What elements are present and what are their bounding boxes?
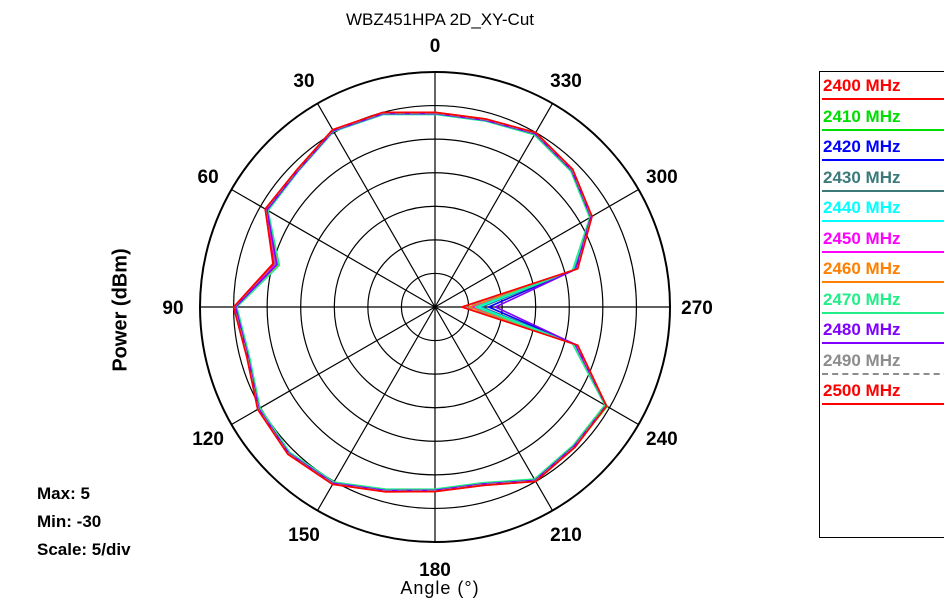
series-line	[232, 111, 608, 493]
angle-tick-label: 270	[681, 298, 713, 319]
x-axis-label: Angle (°)	[400, 578, 480, 598]
legend-swatch	[822, 250, 944, 253]
grid-spoke	[316, 103, 436, 308]
angle-tick-label: 60	[198, 167, 219, 188]
legend-swatch	[822, 403, 944, 405]
grid-spoke	[434, 103, 554, 308]
angle-tick-label: 150	[288, 525, 320, 546]
legend-swatch	[822, 189, 944, 192]
grid-spoke	[434, 306, 554, 511]
legend-swatch	[822, 372, 944, 375]
grid-spoke	[434, 188, 639, 308]
series-line	[234, 112, 607, 493]
series-line	[234, 113, 607, 491]
angle-tick-label: 330	[550, 71, 582, 92]
series-line	[234, 112, 607, 492]
legend-swatch	[822, 342, 944, 344]
legend-swatch	[822, 281, 944, 283]
legend-label: 2500 MHz	[823, 381, 901, 400]
legend-label: 2440 MHz	[823, 198, 901, 217]
angle-tick-label: 180	[419, 560, 451, 581]
series-line	[235, 112, 608, 493]
series-line	[232, 111, 608, 493]
legend-item: 2460 MHz	[820, 255, 944, 286]
angle-tick-label: 300	[646, 167, 678, 188]
series-line	[236, 113, 606, 491]
legend-item: 2410 MHz	[820, 103, 944, 134]
grid-spoke	[231, 306, 436, 426]
series-line	[233, 112, 607, 493]
angle-tick-label: 0	[430, 36, 441, 57]
legend-label: 2400 MHz	[823, 76, 901, 95]
angle-tick-label: 210	[550, 525, 582, 546]
grid-spoke	[316, 306, 436, 511]
legend-label: 2410 MHz	[823, 106, 901, 126]
legend-item: 2450 MHz	[820, 225, 944, 256]
legend-item: 2440 MHz	[820, 194, 944, 225]
grid-spoke	[231, 188, 436, 308]
series-line	[234, 112, 608, 492]
legend-swatch	[822, 159, 944, 161]
legend-label: 2490 MHz	[823, 350, 901, 370]
angle-tick-label: 240	[646, 429, 678, 450]
legend-item: 2490 MHz	[820, 347, 944, 378]
scale-stat: Scale: 5/div	[37, 540, 131, 559]
grid-spoke	[434, 306, 639, 426]
angle-tick-label: 30	[293, 71, 314, 92]
legend-swatch	[822, 98, 944, 100]
legend-item: 2500 MHz	[820, 377, 944, 408]
legend-item: 2430 MHz	[820, 164, 944, 195]
legend-swatch	[822, 128, 944, 131]
legend-item: 2470 MHz	[820, 286, 944, 317]
chart-title: WBZ451HPA 2D_XY-Cut	[345, 10, 535, 29]
legend-swatch	[822, 220, 944, 222]
legend-item: 2420 MHz	[820, 133, 944, 164]
legend-label: 2460 MHz	[823, 259, 901, 278]
legend: 2400 MHz 2410 MHz 2420 MHz 2430 MHz 2440 MHz…	[819, 71, 944, 538]
legend-label: 2450 MHz	[823, 228, 901, 248]
legend-label: 2480 MHz	[823, 320, 901, 339]
max-stat: Max: 5	[37, 484, 90, 503]
series-line	[234, 112, 608, 493]
angle-tick-label: 120	[192, 429, 224, 450]
legend-label: 2420 MHz	[823, 137, 901, 156]
legend-label: 2470 MHz	[823, 289, 901, 309]
angle-tick-label: 90	[162, 298, 183, 319]
series-line	[234, 112, 607, 492]
legend-swatch	[822, 311, 944, 314]
legend-label: 2430 MHz	[823, 167, 901, 187]
legend-item: 2400 MHz	[820, 72, 944, 103]
legend-item: 2480 MHz	[820, 316, 944, 347]
min-stat: Min: -30	[37, 512, 102, 531]
